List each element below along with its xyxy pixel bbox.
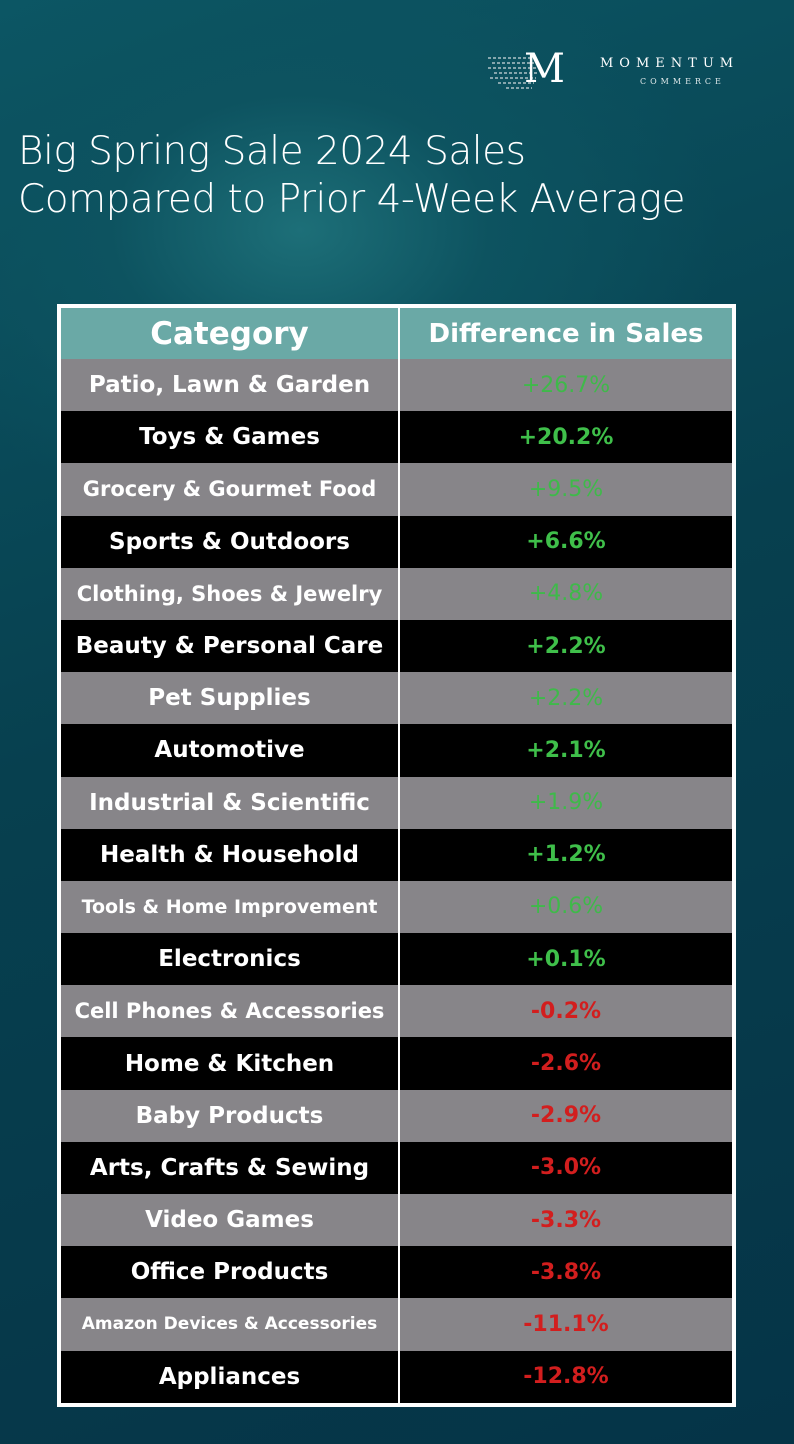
difference-cell: -12.8% — [523, 1364, 609, 1390]
difference-cell: +1.9% — [528, 790, 604, 816]
difference-cell: -3.3% — [530, 1207, 602, 1233]
table-row: Grocery & Gourmet Food +9.5% — [61, 463, 732, 516]
logo-mark: M — [524, 46, 565, 92]
table-row: Video Games -3.3% — [61, 1194, 732, 1247]
difference-cell: +2.1% — [526, 737, 606, 763]
table-header: Category Difference in Sales — [61, 308, 732, 359]
difference-cell: +20.2% — [518, 424, 614, 450]
brand-name: MOMENTUM — [600, 56, 740, 71]
category-cell: Baby Products — [61, 1089, 400, 1142]
brand-sub: COMMERCE — [640, 77, 725, 86]
difference-cell: -2.9% — [530, 1103, 602, 1129]
difference-cell: -2.6% — [530, 1051, 602, 1077]
difference-cell: -0.2% — [530, 998, 602, 1024]
category-cell: Cell Phones & Accessories — [61, 985, 400, 1038]
difference-cell: +1.2% — [526, 842, 606, 868]
difference-cell: -11.1% — [523, 1311, 609, 1337]
category-cell: Beauty & Personal Care — [61, 619, 400, 673]
difference-cell: +6.6% — [526, 529, 606, 555]
category-cell: Industrial & Scientific — [61, 776, 400, 829]
difference-cell: +26.7% — [521, 372, 611, 398]
category-cell: Toys & Games — [61, 411, 400, 464]
table-row: Baby Products -2.9% — [61, 1089, 732, 1142]
category-cell: Office Products — [61, 1246, 400, 1299]
header-difference: Difference in Sales — [428, 318, 704, 349]
momentum-commerce-logo: M MOMENTUM COMMERCE — [486, 46, 786, 92]
table-row: Patio, Lawn & Garden +26.7% — [61, 359, 732, 412]
category-cell: Automotive — [61, 724, 400, 777]
category-cell: Sports & Outdoors — [61, 515, 400, 568]
table-row: Amazon Devices & Accessories -11.1% — [61, 1298, 732, 1351]
table-row: Pet Supplies +2.2% — [61, 672, 732, 725]
category-cell: Arts, Crafts & Sewing — [61, 1141, 400, 1194]
category-cell: Grocery & Gourmet Food — [61, 463, 400, 516]
table-row: Toys & Games +20.2% — [61, 411, 732, 464]
difference-cell: +2.2% — [528, 685, 604, 711]
difference-cell: +0.6% — [528, 894, 604, 920]
difference-cell: +0.1% — [526, 946, 606, 972]
table-row: Arts, Crafts & Sewing -3.0% — [61, 1141, 732, 1194]
category-cell: Pet Supplies — [61, 672, 400, 725]
table-row: Automotive +2.1% — [61, 724, 732, 777]
category-cell: Patio, Lawn & Garden — [61, 359, 400, 412]
category-cell: Health & Household — [61, 828, 400, 881]
page-title: Big Spring Sale 2024 Sales Compared to P… — [18, 128, 685, 224]
category-cell: Electronics — [61, 933, 400, 986]
table-row: Cell Phones & Accessories -0.2% — [61, 985, 732, 1038]
table-row: Appliances -12.8% — [61, 1350, 732, 1403]
difference-cell: +2.2% — [526, 633, 606, 659]
category-cell: Clothing, Shoes & Jewelry — [61, 567, 400, 620]
category-cell: Video Games — [61, 1194, 400, 1247]
logo-speed-lines-icon — [488, 57, 538, 89]
table-row: Beauty & Personal Care +2.2% — [61, 619, 732, 673]
title-line-2: Compared to Prior 4-Week Average — [18, 177, 685, 222]
table-row: Office Products -3.8% — [61, 1246, 732, 1299]
table-row: Clothing, Shoes & Jewelry +4.8% — [61, 567, 732, 620]
title-line-1: Big Spring Sale 2024 Sales — [18, 129, 526, 174]
category-cell: Home & Kitchen — [61, 1037, 400, 1090]
table-row: Industrial & Scientific +1.9% — [61, 776, 732, 829]
table-row: Tools & Home Improvement +0.6% — [61, 880, 732, 934]
table-row: Health & Household +1.2% — [61, 828, 732, 881]
category-cell: Appliances — [61, 1350, 400, 1403]
table-row: Sports & Outdoors +6.6% — [61, 515, 732, 568]
table-row: Electronics +0.1% — [61, 933, 732, 986]
category-cell: Tools & Home Improvement — [61, 880, 400, 934]
difference-cell: +9.5% — [528, 476, 604, 502]
difference-cell: +4.8% — [528, 581, 604, 607]
difference-cell: -3.0% — [530, 1155, 602, 1181]
category-cell: Amazon Devices & Accessories — [61, 1298, 400, 1351]
sales-table: Category Difference in Sales Patio, Lawn… — [57, 304, 736, 1407]
header-category: Category — [61, 308, 400, 359]
difference-cell: -3.8% — [530, 1259, 602, 1285]
table-row: Home & Kitchen -2.6% — [61, 1037, 732, 1090]
